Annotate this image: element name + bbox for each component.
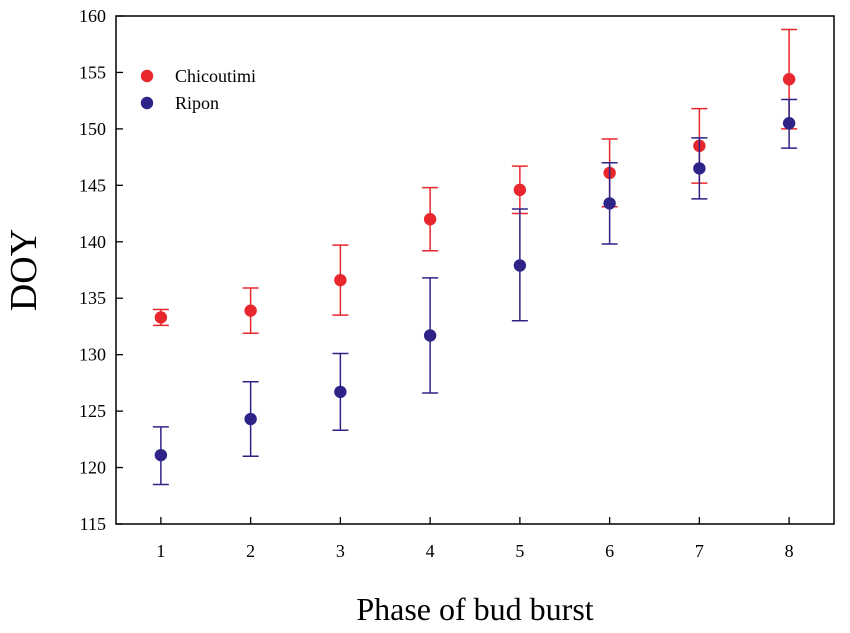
legend-label: Ripon [175,93,219,113]
y-tick-label: 130 [79,345,106,365]
series-ripon [152,98,798,486]
data-point [693,162,706,175]
y-tick-label: 160 [79,6,106,26]
data-point [782,117,796,130]
y-tick-label: 145 [79,175,106,195]
data-point [782,73,796,86]
x-tick-label: 4 [426,541,435,561]
x-tick-label: 2 [246,541,255,561]
data-point [334,385,347,399]
data-point [154,311,168,324]
legend-label: Chicoutimi [175,66,256,86]
x-tick-label: 8 [785,541,794,561]
data-point [513,259,527,272]
data-point [513,183,527,197]
legend-marker [140,69,154,83]
plot-frame [115,15,835,525]
y-axis: 115 120 125 130 135 140 145 150 155 160 [79,6,123,534]
data-series [152,28,798,486]
x-tick-label: 6 [605,541,614,561]
y-tick-label: 120 [79,458,106,478]
data-point [244,304,257,317]
y-tick-label: 155 [79,62,106,82]
x-axis: 1 2 3 4 5 6 7 8 [156,517,794,561]
data-point [423,213,437,226]
x-axis-title: Phase of bud burst [356,591,593,627]
data-point [603,197,616,210]
data-point [244,412,257,426]
x-tick-label: 3 [336,541,345,561]
y-tick-label: 140 [79,232,106,252]
y-tick-label: 125 [79,401,106,421]
legend: Chicoutimi Ripon [140,66,256,113]
data-point [423,329,437,342]
x-tick-label: 5 [515,541,524,561]
legend-marker [140,96,154,110]
y-tick-label: 115 [80,514,106,534]
y-axis-title: DOY [3,229,45,311]
x-tick-label: 7 [695,541,704,561]
data-point [154,448,168,462]
y-tick-label: 150 [79,119,106,139]
y-tick-label: 135 [79,288,106,308]
data-point [334,273,347,287]
x-tick-label: 1 [156,541,165,561]
